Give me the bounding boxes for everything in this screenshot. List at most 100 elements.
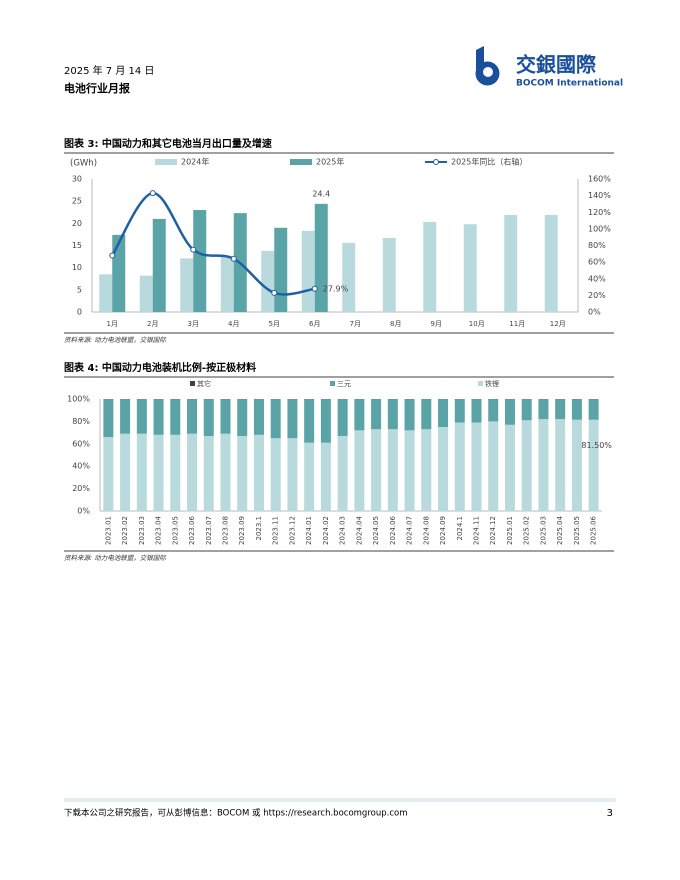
legend-label: 三元 — [337, 380, 351, 388]
x-tick-label: 2025.03 — [539, 516, 547, 545]
bar — [274, 227, 288, 312]
bar-segment — [521, 420, 532, 511]
legend-swatch — [190, 381, 195, 386]
x-tick-label: 2025.06 — [590, 515, 598, 544]
x-tick-label: 2023.12 — [288, 516, 296, 545]
bar-segment — [287, 438, 298, 511]
bar-segment — [203, 399, 214, 436]
x-tick-label: 2023.1 — [255, 516, 263, 541]
bar — [99, 274, 113, 312]
bar-segment — [538, 419, 549, 511]
y-tick-label: 10 — [72, 263, 82, 272]
bar-segment — [588, 419, 599, 511]
bar-segment — [404, 430, 415, 511]
x-tick-label: 2024.05 — [372, 516, 380, 545]
bar-segment — [270, 399, 281, 439]
bar-segment — [404, 399, 415, 431]
bar-segment — [471, 399, 482, 423]
bar-segment — [237, 435, 248, 511]
x-tick-label: 6月 — [309, 320, 320, 328]
x-tick-label: 1月 — [107, 320, 118, 328]
y-tick-label: 30 — [72, 175, 82, 184]
y-tick-label: 0% — [77, 507, 90, 516]
bar — [139, 275, 153, 312]
logo-icon-hole — [483, 67, 493, 77]
bar — [193, 210, 207, 312]
y-tick-label: 80% — [72, 417, 90, 426]
bar-segment — [488, 399, 499, 422]
bar-segment — [387, 399, 398, 430]
bar-segment — [354, 399, 365, 431]
bar-segment — [387, 429, 398, 511]
y-tick-label: 60% — [72, 439, 90, 448]
x-tick-label: 9月 — [431, 320, 442, 328]
bar — [220, 256, 234, 312]
bar-segment — [304, 399, 315, 443]
legend-label: 2024年 — [181, 157, 209, 167]
x-tick-label: 2024.12 — [489, 516, 497, 545]
y2-tick-label: 60% — [588, 258, 606, 267]
yoy-marker — [230, 255, 237, 262]
x-tick-label: 3月 — [188, 320, 199, 328]
bar-segment — [588, 399, 599, 420]
legend-label: 铁锂 — [485, 379, 499, 388]
x-tick-label: 11月 — [509, 320, 525, 328]
chart-title: 图表 4: 中国动力电池装机比例-按正极材料 — [64, 361, 256, 374]
yoy-marker — [271, 289, 278, 296]
x-tick-label: 2024.03 — [339, 516, 347, 545]
bar-segment — [488, 421, 499, 511]
chart-title: 图表 3: 中国动力和其它电池当月出口量及增速 — [64, 137, 272, 150]
x-tick-label: 2023.06 — [188, 515, 196, 544]
y-tick-label: 5 — [77, 285, 82, 294]
date: 2025 年 7 月 14 日 — [64, 64, 154, 77]
x-tick-label: 8月 — [390, 320, 401, 328]
bar — [463, 224, 477, 312]
x-tick-label: 2024.04 — [355, 515, 363, 544]
x-tick-label: 7月 — [350, 320, 361, 328]
bar — [382, 237, 396, 312]
legend-label: 2025年 — [316, 157, 344, 167]
bar-segment — [371, 429, 382, 511]
legend-swatch — [330, 381, 335, 386]
bar — [112, 234, 126, 312]
x-tick-label: 4月 — [228, 320, 239, 328]
bar-segment — [571, 399, 582, 420]
x-tick-label: 2024.11 — [473, 516, 481, 545]
data-label: 81.50% — [581, 441, 612, 450]
bar-segment — [120, 399, 131, 434]
x-tick-label: 2024.01 — [305, 516, 313, 545]
bar-segment — [337, 399, 348, 436]
bar — [152, 218, 166, 312]
bar-segment — [320, 442, 331, 511]
logo-cn: 交銀國際 — [516, 53, 597, 77]
footer-band — [64, 798, 616, 802]
bar-segment — [471, 422, 482, 511]
bar-segment — [136, 399, 147, 434]
y2-tick-label: 160% — [588, 175, 611, 184]
bar-segment — [253, 434, 264, 511]
bar — [314, 203, 328, 312]
x-tick-label: 12月 — [550, 320, 566, 328]
data-label: 27.9% — [323, 284, 349, 293]
bar-segment — [571, 419, 582, 511]
x-tick-label: 5月 — [269, 320, 280, 328]
bar-segment — [504, 424, 515, 511]
source: 资料来源: 动力电池联盟，交银国际 — [64, 554, 167, 562]
x-tick-label: 2023.11 — [272, 516, 280, 545]
x-tick-label: 2023.03 — [138, 516, 146, 545]
y2-tick-label: 0% — [588, 308, 601, 317]
yoy-marker — [149, 190, 156, 197]
x-tick-label: 2023.05 — [171, 516, 179, 545]
x-tick-label: 2025.05 — [573, 516, 581, 545]
page-number: 3 — [607, 808, 613, 819]
x-tick-label: 2023.08 — [222, 516, 230, 545]
bar — [261, 250, 275, 312]
bar-segment — [421, 429, 432, 511]
x-tick-label: 2024.02 — [322, 516, 330, 545]
bar-segment — [555, 399, 566, 420]
x-tick-label: 2024.1 — [456, 516, 464, 541]
yoy-marker — [190, 246, 197, 253]
bar-segment — [136, 433, 147, 511]
x-tick-label: 2025.04 — [556, 515, 564, 544]
